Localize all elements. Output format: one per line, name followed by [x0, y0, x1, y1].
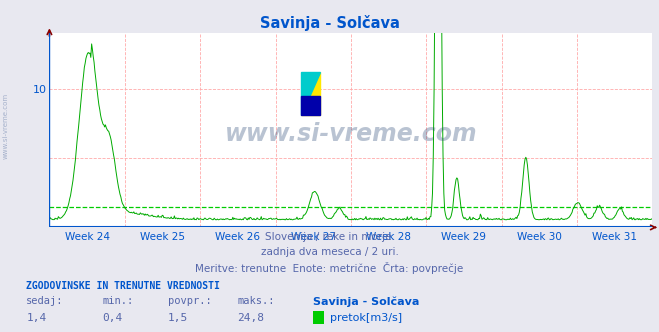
Text: povpr.:: povpr.:: [168, 296, 212, 306]
Text: min.:: min.:: [102, 296, 133, 306]
Text: www.si-vreme.com: www.si-vreme.com: [225, 122, 477, 146]
Text: Slovenija / reke in morje.: Slovenija / reke in morje.: [264, 232, 395, 242]
Text: 24,8: 24,8: [237, 313, 264, 323]
Text: 1,4: 1,4: [26, 313, 47, 323]
Text: zadnja dva meseca / 2 uri.: zadnja dva meseca / 2 uri.: [260, 247, 399, 257]
Bar: [301, 96, 320, 115]
Polygon shape: [301, 72, 320, 115]
Text: 1,5: 1,5: [168, 313, 188, 323]
Text: sedaj:: sedaj:: [26, 296, 64, 306]
Text: pretok[m3/s]: pretok[m3/s]: [330, 313, 402, 323]
Polygon shape: [301, 72, 320, 115]
Text: www.si-vreme.com: www.si-vreme.com: [2, 93, 9, 159]
Text: 0,4: 0,4: [102, 313, 123, 323]
Text: Savinja - Solčava: Savinja - Solčava: [313, 296, 419, 307]
Text: ZGODOVINSKE IN TRENUTNE VREDNOSTI: ZGODOVINSKE IN TRENUTNE VREDNOSTI: [26, 281, 220, 290]
Text: maks.:: maks.:: [237, 296, 275, 306]
Text: Meritve: trenutne  Enote: metrične  Črta: povprečje: Meritve: trenutne Enote: metrične Črta: …: [195, 262, 464, 274]
Text: Savinja - Solčava: Savinja - Solčava: [260, 15, 399, 31]
